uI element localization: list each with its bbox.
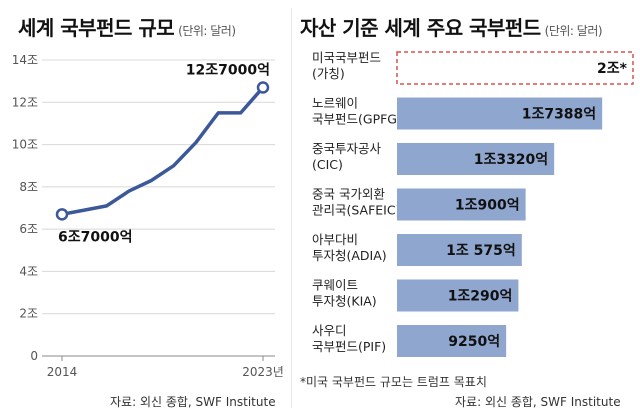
bar-value-label: 1조900억: [455, 198, 520, 214]
y-tick-label: 4조: [19, 264, 38, 278]
category-label: 관리국(SAFEIC): [312, 203, 400, 218]
category-label: 아부다비: [312, 232, 358, 247]
series-line: [61, 86, 265, 217]
right-source: 자료: 외신 종합, SWF Institute: [455, 395, 621, 409]
data-point: [55, 208, 69, 221]
y-tick-label: 10조: [12, 138, 38, 152]
bar-value-label: 1조7388억: [522, 107, 596, 123]
bar-value-label: 2조*: [597, 61, 628, 77]
category-label: 사우디: [312, 323, 347, 338]
bar: [397, 188, 526, 221]
y-tick-label: 8조: [19, 180, 38, 194]
left-unit-label: (단위: 달러): [178, 24, 236, 38]
bar-value-label: 1조3320억: [474, 152, 548, 168]
bar-value-label: 1조290억: [448, 289, 513, 305]
y-tick-label: 0: [30, 349, 38, 363]
y-tick-label: 2조: [19, 307, 38, 321]
annotation-start: 6조7000억: [58, 229, 132, 245]
category-label: (CIC): [312, 157, 343, 172]
data-point: [256, 81, 270, 94]
category-label: 미국국부펀드: [312, 50, 381, 65]
right-chart-title: 자산 기준 세계 주요 국부펀드 (단위: 달러): [300, 16, 603, 40]
y-tick-label: 12조: [12, 95, 38, 109]
bar: [396, 51, 634, 85]
y-tick-label: 6조: [19, 222, 38, 236]
footnote: *미국 국부펀드 규모는 트럼프 목표치: [300, 375, 487, 389]
category-label: 쿠웨이트: [312, 278, 358, 293]
bar: [397, 279, 519, 312]
category-label: (가칭): [312, 66, 345, 81]
bar: [397, 97, 603, 130]
left-chart-title: 세계 국부펀드 규모 (단위: 달러): [18, 16, 236, 40]
line-chart: 0 2조 4조 6조 8조 10조 12조 14조 2014 2023년 6조7000억 12조700…: [12, 53, 284, 379]
category-label: 국부펀드(GPFG): [312, 112, 402, 127]
x-tick-label: 2014: [47, 365, 78, 379]
panel-divider: [291, 8, 292, 408]
bar-value-label: 9250억: [448, 334, 500, 350]
x-tick-label: 2023년: [242, 365, 284, 379]
right-unit-label: (단위: 달러): [544, 24, 603, 38]
category-label: 중국 국가외환: [312, 187, 385, 202]
bar: [397, 234, 522, 266]
left-source: 자료: 외신 종합, SWF Institute: [110, 395, 276, 409]
category-label: 투자청(KIA): [312, 294, 377, 309]
bar: [397, 325, 507, 357]
category-label: 노르웨이: [312, 96, 358, 111]
category-label: 투자청(ADIA): [312, 248, 387, 263]
y-tick-label: 14조: [12, 53, 38, 67]
bar-value-label: 1조 575억: [446, 243, 516, 259]
bar: [397, 143, 555, 175]
category-label: 국부펀드(PIF): [312, 339, 386, 354]
category-label: 중국투자공사: [312, 141, 382, 156]
annotation-end: 12조7000억: [186, 62, 270, 78]
